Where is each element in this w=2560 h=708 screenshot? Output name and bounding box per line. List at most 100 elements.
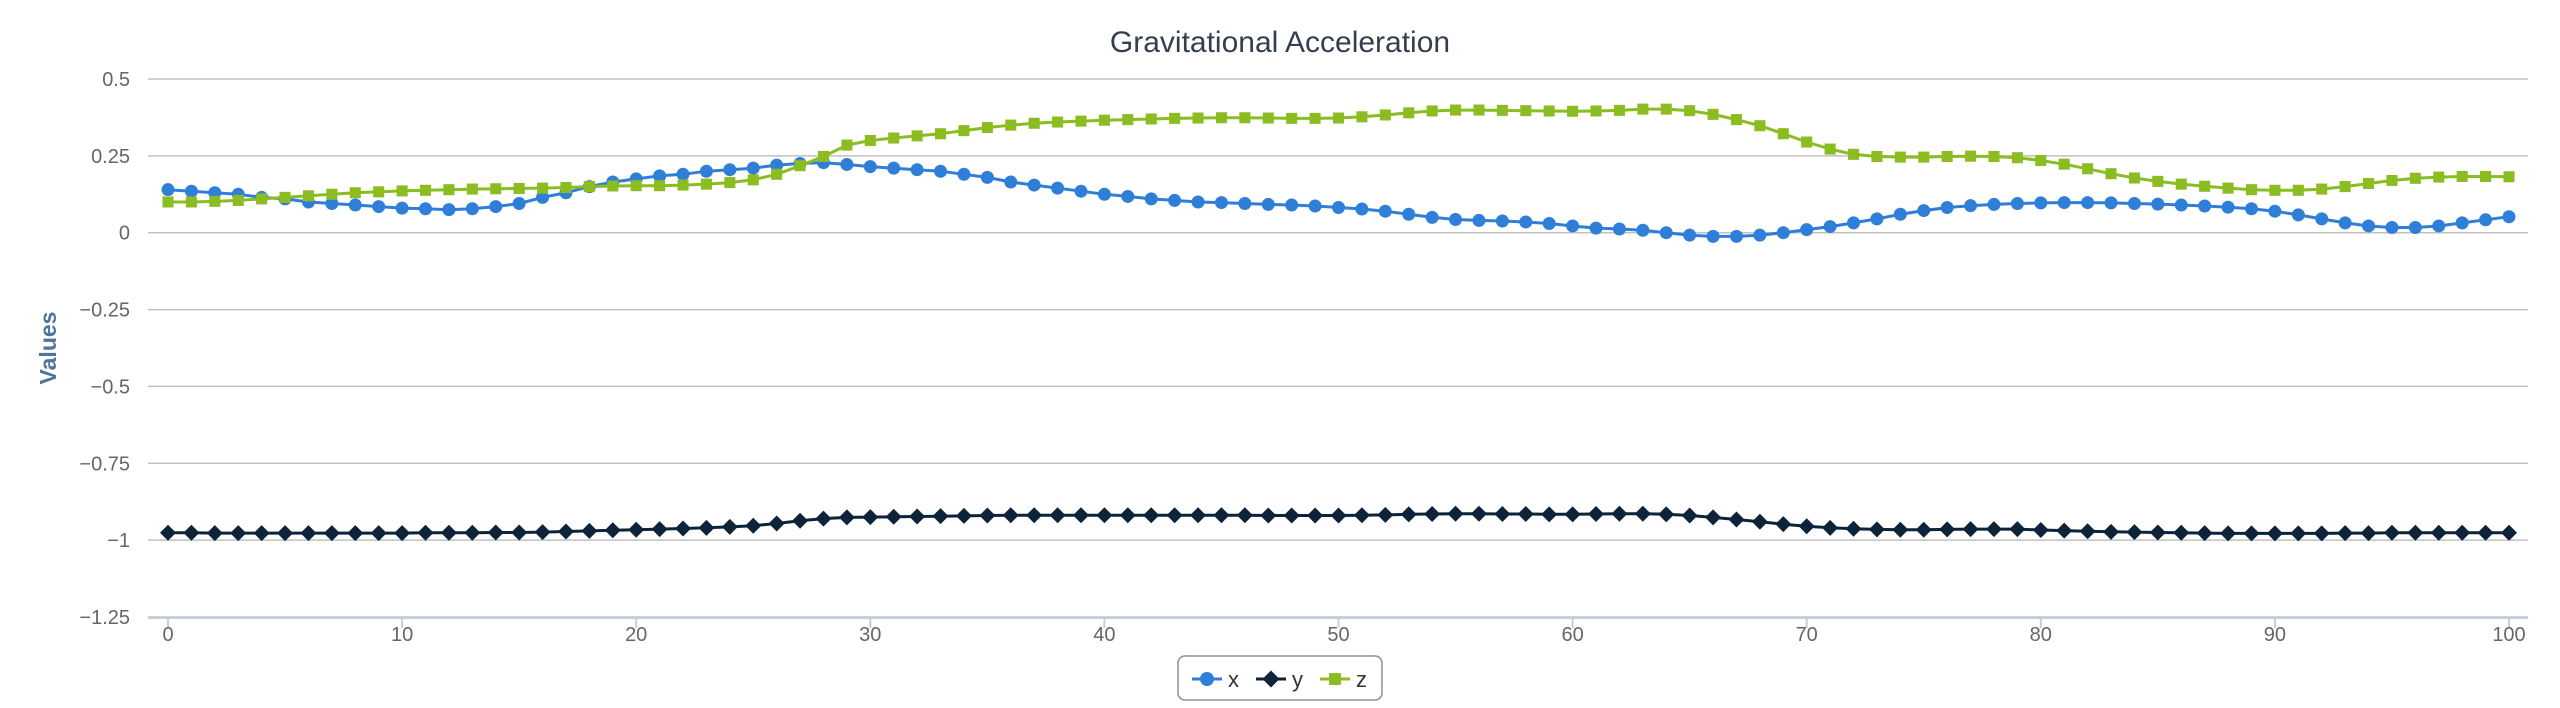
series-x-point[interactable] [536, 190, 550, 204]
series-y-point[interactable] [2360, 525, 2377, 542]
series-z-point[interactable] [162, 196, 174, 208]
series-y-point[interactable] [2430, 524, 2447, 541]
series-z-point[interactable] [1239, 112, 1251, 124]
series-y-point[interactable] [183, 524, 200, 541]
series-y-point[interactable] [206, 525, 223, 542]
series-x-point[interactable] [1214, 196, 1228, 210]
series-z-point[interactable] [2339, 181, 2351, 193]
series-x-point[interactable] [1589, 221, 1603, 235]
series-z-point[interactable] [935, 128, 947, 140]
series-z-point[interactable] [1707, 108, 1719, 120]
series-y-point[interactable] [1681, 507, 1698, 524]
series-z-point[interactable] [2222, 182, 2234, 194]
series-y-point[interactable] [487, 524, 504, 541]
series-z-point[interactable] [1543, 105, 1555, 117]
series-z-point[interactable] [2035, 154, 2047, 166]
series-x-point[interactable] [442, 203, 456, 217]
series-y-point[interactable] [1564, 506, 1581, 523]
series-x-point[interactable] [1612, 222, 1626, 236]
series-x-point[interactable] [2174, 198, 2188, 212]
series-z-point[interactable] [209, 195, 221, 207]
series-y-point[interactable] [1541, 506, 1558, 523]
series-x-point[interactable] [1987, 197, 2001, 211]
series-x-point[interactable] [1144, 192, 1158, 206]
series-x-point[interactable] [2010, 197, 2024, 211]
series-x-point[interactable] [1706, 229, 1720, 243]
series-z-point[interactable] [747, 174, 759, 186]
series-y-point[interactable] [1049, 507, 1066, 524]
series-z-point[interactable] [2082, 163, 2094, 175]
series-y-point[interactable] [1985, 521, 2002, 538]
series-y-point[interactable] [1892, 521, 1909, 538]
series-x-point[interactable] [699, 164, 713, 178]
series-y-point[interactable] [2477, 524, 2494, 541]
series-z-point[interactable] [279, 191, 291, 203]
series-y-point[interactable] [2196, 525, 2213, 542]
series-z-point[interactable] [1145, 113, 1157, 125]
series-z-point[interactable] [1824, 143, 1836, 155]
series-y-point[interactable] [557, 523, 574, 540]
series-y-point[interactable] [1915, 521, 1932, 538]
series-z-point[interactable] [841, 139, 853, 151]
series-z-point[interactable] [607, 180, 619, 192]
series-z-point[interactable] [1286, 112, 1298, 124]
legend-item-x[interactable]: x [1192, 667, 1239, 692]
series-x-point[interactable] [1776, 226, 1790, 240]
series-z-point[interactable] [2433, 171, 2445, 183]
series-z-point[interactable] [2058, 158, 2070, 170]
series-z-point[interactable] [1660, 103, 1672, 115]
series-y-point[interactable] [440, 524, 457, 541]
series-x-point[interactable] [863, 160, 877, 174]
series-x-point[interactable] [1097, 187, 1111, 201]
series-x-point[interactable] [2221, 200, 2235, 214]
series-y-point[interactable] [675, 520, 692, 537]
series-y-point[interactable] [932, 508, 949, 525]
series-z-point[interactable] [443, 184, 455, 196]
series-y-point[interactable] [2079, 523, 2096, 540]
series-y-point[interactable] [1283, 507, 1300, 524]
series-y-point[interactable] [838, 509, 855, 526]
series-x-point[interactable] [1308, 199, 1322, 213]
series-x-point[interactable] [1964, 199, 1978, 213]
series-x-point[interactable] [1425, 210, 1439, 224]
series-x-point[interactable] [653, 169, 667, 183]
series-x-point[interactable] [887, 161, 901, 175]
series-x-point[interactable] [1753, 228, 1767, 242]
series-y-point[interactable] [511, 524, 528, 541]
series-y-point[interactable] [1658, 506, 1675, 523]
series-x-point[interactable] [1729, 229, 1743, 243]
series-y-point[interactable] [2220, 525, 2237, 542]
series-x-point[interactable] [980, 170, 994, 184]
series-x-point[interactable] [2104, 196, 2118, 210]
series-y-point[interactable] [1330, 507, 1347, 524]
series-y-point[interactable] [1096, 507, 1113, 524]
series-y-point[interactable] [955, 507, 972, 524]
series-x-point[interactable] [1121, 189, 1135, 203]
series-x-point[interactable] [2198, 199, 2212, 213]
legend-item-z[interactable]: z [1320, 667, 1367, 692]
series-z-point[interactable] [513, 182, 525, 194]
series-y-point[interactable] [2173, 524, 2190, 541]
series-x-point[interactable] [2151, 197, 2165, 211]
series-x-point[interactable] [2127, 197, 2141, 211]
series-x-point[interactable] [1449, 212, 1463, 226]
series-z-point[interactable] [2292, 184, 2304, 196]
series-y-point[interactable] [1775, 516, 1792, 533]
series-z-point[interactable] [1847, 148, 1860, 160]
series-x-point[interactable] [723, 163, 737, 177]
series-y-point[interactable] [2149, 524, 2166, 541]
series-y-point[interactable] [323, 525, 340, 542]
series-z-point[interactable] [490, 183, 502, 195]
series-x-point[interactable] [1355, 202, 1369, 216]
series-z-point[interactable] [1988, 150, 2000, 162]
series-z-point[interactable] [1403, 107, 1415, 119]
series-x-point[interactable] [1191, 195, 1205, 209]
series-z-point[interactable] [2363, 178, 2375, 190]
series-x-point[interactable] [910, 163, 924, 177]
series-y-point[interactable] [1494, 506, 1511, 523]
series-x-point[interactable] [1659, 226, 1673, 240]
series-z-point[interactable] [1520, 105, 1532, 117]
series-y-point[interactable] [2056, 522, 2073, 539]
series-x-point[interactable] [1261, 197, 1275, 211]
series-y-point[interactable] [2290, 525, 2307, 542]
